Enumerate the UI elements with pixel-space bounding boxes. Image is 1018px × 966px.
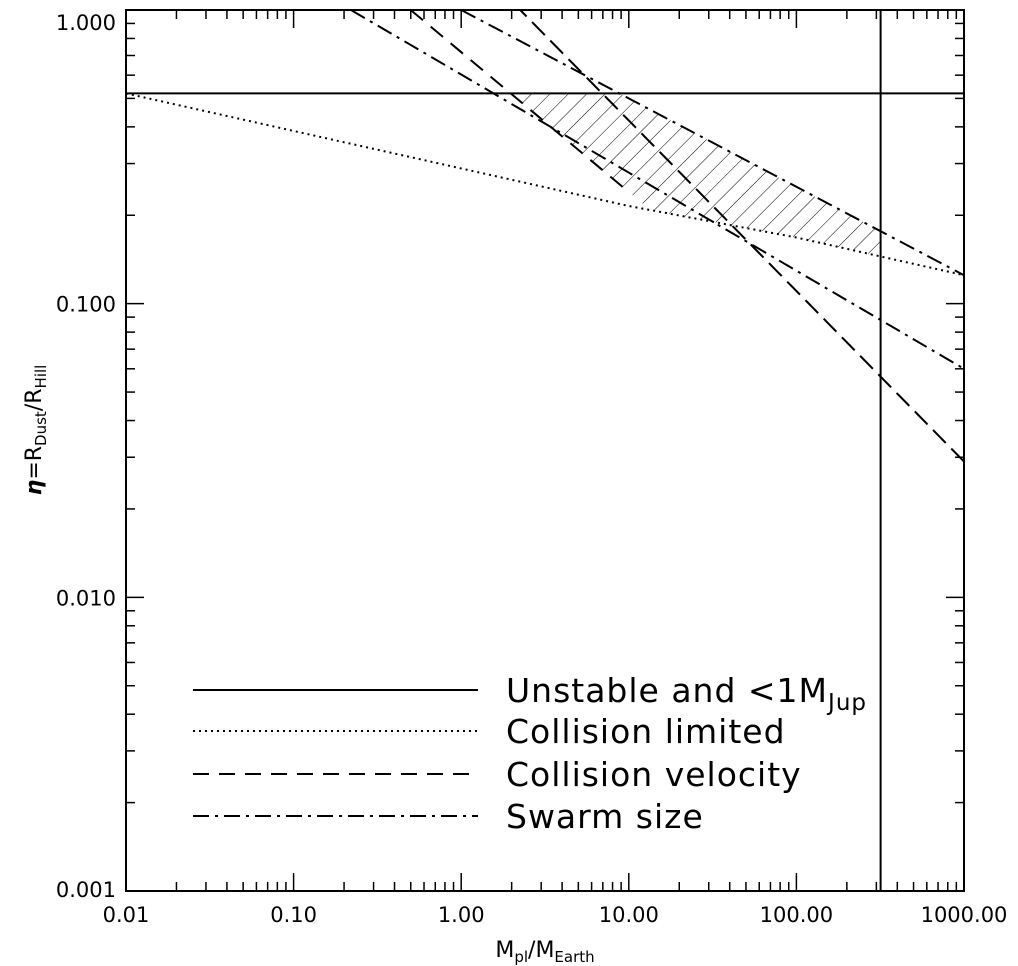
tick-marks xyxy=(125,10,964,892)
hatched-region xyxy=(511,93,881,257)
legend: Unstable and <1MJup Collision limited Co… xyxy=(193,671,867,836)
y-tick-label: 0.001 xyxy=(56,878,116,902)
y-axis-title-base: R xyxy=(22,446,47,461)
y-axis-title-base2: R xyxy=(22,388,47,403)
y-axis-title-slash: / xyxy=(22,403,47,411)
x-axis-title-sub2: Earth xyxy=(554,948,594,966)
x-tick-label: 1000.00 xyxy=(921,903,1008,927)
hatched-area xyxy=(511,93,881,257)
series-layer xyxy=(126,10,964,891)
legend-label-collision-velocity: Collision velocity xyxy=(506,755,802,794)
x-axis-title-base2: M xyxy=(535,938,554,963)
x-tick-label: 100.00 xyxy=(760,903,833,927)
y-tick-label: 0.100 xyxy=(56,293,116,317)
y-axis-title-eta: η xyxy=(22,479,47,495)
y-tick-labels: 0.001 0.010 0.100 1.000 xyxy=(56,11,116,902)
series-line-2 xyxy=(126,92,964,277)
x-axis-title-slash: / xyxy=(528,938,536,963)
y-axis-title-eq: = xyxy=(22,461,47,479)
x-tick-labels: 0.01 0.10 1.00 10.00 100.00 1000.00 xyxy=(103,903,1008,927)
x-tick-label: 0.01 xyxy=(103,903,150,927)
y-axis-title-sub1: Dust xyxy=(32,411,50,446)
y-tick-label: 1.000 xyxy=(56,11,116,35)
legend-label-swarm-size: Swarm size xyxy=(506,797,704,836)
series-line-5 xyxy=(350,10,964,370)
y-axis-title-sub2: Hill xyxy=(32,365,50,389)
x-axis-title-sub1: pl xyxy=(514,948,528,966)
series-line-6 xyxy=(460,10,964,277)
legend-label-unstable: Unstable and <1MJup xyxy=(506,671,867,716)
legend-label-unstable-sub: Jup xyxy=(826,690,867,716)
legend-label-unstable-main: Unstable and <1M xyxy=(506,671,828,710)
x-tick-label: 10.00 xyxy=(599,903,659,927)
x-axis-title-base: M xyxy=(495,938,514,963)
x-tick-label: 0.10 xyxy=(270,903,317,927)
x-tick-label: 1.00 xyxy=(438,903,485,927)
y-axis-title: η=RDust/RHill xyxy=(22,365,50,496)
plot-frame xyxy=(125,9,965,892)
legend-label-collision-limited: Collision limited xyxy=(506,712,786,751)
series-line-3 xyxy=(519,10,964,463)
y-tick-label: 0.010 xyxy=(56,586,116,610)
x-axis-title: Mpl/MEarth xyxy=(495,938,594,966)
series-line-4 xyxy=(410,10,630,193)
